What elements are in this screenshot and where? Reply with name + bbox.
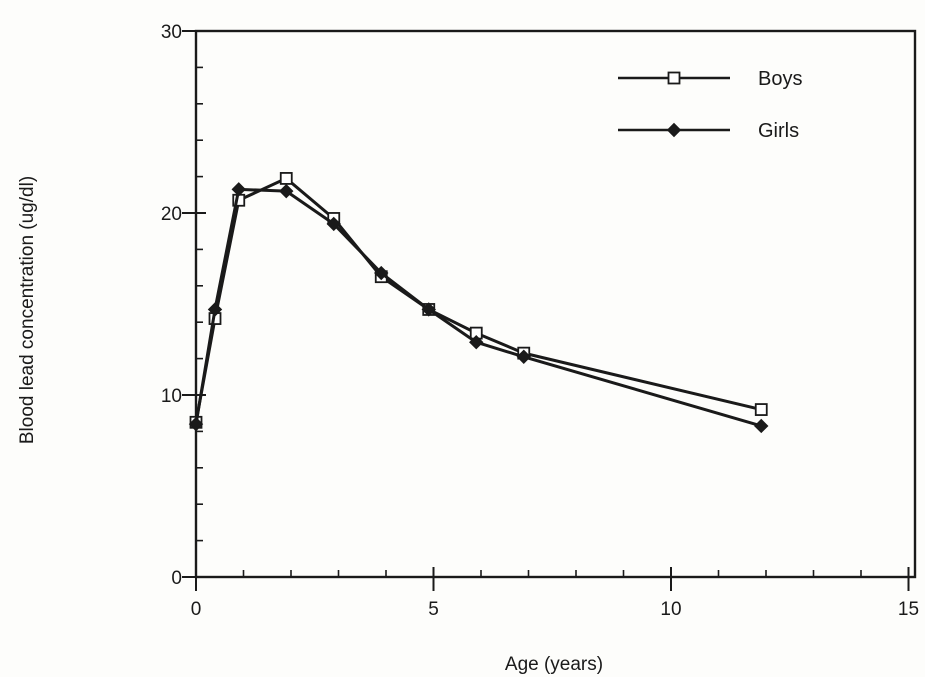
plot-frame: [194, 29, 917, 579]
y-tick-label: 20: [161, 204, 182, 225]
legend-item-girls: Girls: [618, 120, 799, 142]
y-axis-label: Blood lead concentration (ug/dl): [17, 176, 38, 444]
series-line-boys: [194, 176, 762, 423]
legend-marker-boys: [667, 71, 681, 85]
data-point-girls: [326, 216, 341, 232]
data-point-girls: [188, 416, 204, 432]
axes: [194, 29, 917, 579]
legend-item-boys: Boys: [618, 68, 802, 90]
x-tick-label: 15: [898, 599, 919, 620]
legend-label-boys: Boys: [758, 68, 802, 90]
series-boys: [189, 172, 768, 429]
data-point-girls: [207, 302, 223, 317]
y-tick-label: 0: [171, 568, 182, 589]
data-point-girls: [421, 302, 436, 317]
x-axis-label: Age (years): [505, 654, 603, 675]
x-tick-label: 5: [428, 599, 439, 620]
series-girls: [188, 182, 769, 434]
y-tick-label: 10: [161, 386, 182, 407]
data-point-girls: [469, 335, 484, 350]
data-point-boys: [279, 172, 293, 185]
data-point-girls: [231, 182, 246, 197]
data-point-girls: [374, 265, 389, 281]
data-point-girls: [516, 349, 531, 364]
legend-label-girls: Girls: [758, 120, 799, 142]
x-tick-label: 10: [660, 599, 681, 620]
legend-marker-girls: [666, 122, 682, 138]
x-tick-label: 0: [191, 599, 202, 620]
ticks: 0 10 20 30 0 5 10 15: [161, 22, 919, 620]
data-point-girls: [754, 418, 769, 434]
y-tick-label: 30: [161, 22, 182, 43]
series-layer: [188, 172, 769, 434]
data-point-boys: [754, 403, 768, 416]
data-point-girls: [279, 183, 294, 199]
series-line-girls: [194, 187, 762, 428]
legend: Boys Girls: [618, 68, 802, 142]
